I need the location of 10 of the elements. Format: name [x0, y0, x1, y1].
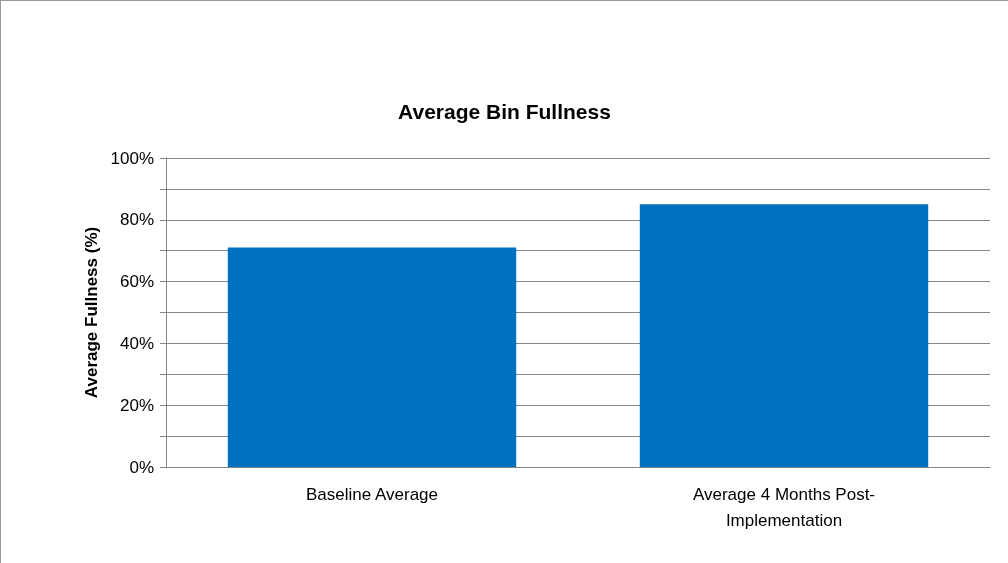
chart-title: Average Bin Fullness [398, 100, 611, 123]
y-tick-label: 60% [119, 272, 154, 292]
y-tick-label: 0% [129, 457, 154, 477]
y-tick-label: 80% [119, 210, 154, 230]
y-axis-title: Average Fullness (%) [81, 226, 101, 399]
y-tick-label: 40% [119, 333, 154, 353]
y-tick-label: 20% [119, 395, 154, 415]
x-tick-label: Baseline Average [305, 484, 439, 504]
y-tick-label: 100% [110, 148, 154, 168]
x-tick-label: Average 4 Months Post-Implementation [692, 484, 876, 530]
